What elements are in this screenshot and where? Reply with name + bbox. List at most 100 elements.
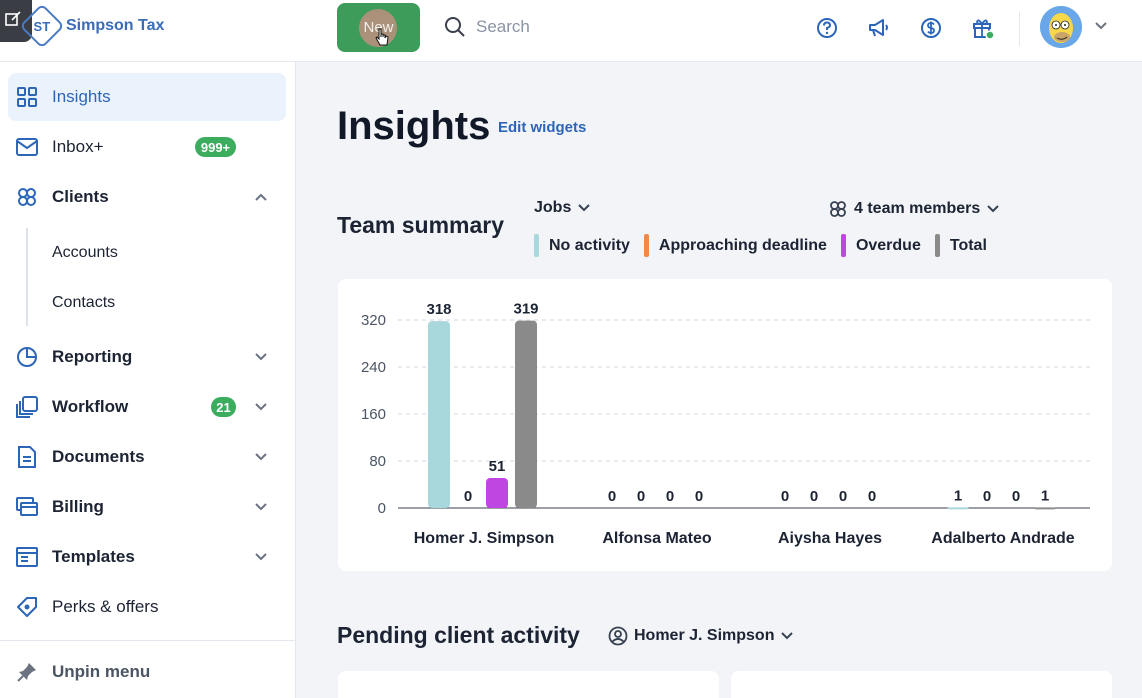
unpin-menu-button[interactable]: Unpin menu [8,648,286,696]
logo[interactable]: ST Simpson Tax [19,3,164,49]
data-label: 0 [1012,488,1020,505]
megaphone-icon[interactable] [867,16,891,40]
top-bar: ST Simpson Tax New [0,0,1142,62]
avatar[interactable] [1040,6,1082,48]
legend-swatch [840,234,846,257]
logo-initials: ST [33,18,51,34]
chevron-down-icon [578,204,591,212]
data-label: 0 [839,488,847,505]
pending-card-right [731,671,1112,698]
sidebar-item-label: Templates [52,547,135,566]
data-label: 0 [868,488,876,505]
bar [428,321,450,508]
mail-icon [16,136,38,158]
chevron-up-icon[interactable] [254,190,268,204]
workflow-count-badge: 21 [211,397,236,417]
search-bar[interactable] [444,16,676,38]
chevron-down-icon [781,632,794,640]
y-tick-label: 320 [361,312,386,329]
legend-label: No activity [549,236,630,254]
grid-icon [16,86,38,108]
data-label: 0 [983,488,991,505]
x-tick-label: Alfonsa Mateo [602,530,712,547]
sidebar-item-label: Inbox+ [52,137,104,156]
data-label: 51 [489,458,506,475]
chevron-down-icon[interactable] [254,450,268,464]
data-label: 318 [426,301,451,318]
templates-icon [16,546,38,568]
data-label: 1 [954,487,962,504]
legend-swatch [934,234,940,257]
legend-swatch [643,234,649,257]
legend-swatch [534,234,539,257]
sidebar-item-documents[interactable]: Documents [8,433,286,481]
sidebar-item-templates[interactable]: Templates [8,533,286,581]
jobs-dropdown-label: Jobs [534,199,572,216]
legend-item-no-activity[interactable]: No activity [534,234,630,257]
unpin-menu-label: Unpin menu [52,662,151,681]
edit-widgets-link[interactable]: Edit widgets [498,119,587,136]
sidebar-item-insights[interactable]: Insights [8,73,286,121]
chevron-down-icon[interactable] [254,350,268,364]
edit-icon[interactable] [0,0,32,42]
pending-activity-title: Pending client activity [337,622,580,648]
sidebar-item-perks[interactable]: Perks & offers [8,583,286,631]
submenu-line [26,228,28,326]
legend-item-overdue[interactable]: Overdue [840,234,921,257]
data-label: 0 [810,488,818,505]
gift-icon[interactable] [971,16,995,40]
legend-item-approaching-deadline[interactable]: Approaching deadline [643,234,827,257]
sidebar-subitem-accounts[interactable]: Accounts [52,244,118,261]
sidebar-subitem-contacts[interactable]: Contacts [52,294,116,311]
pending-card-left [338,671,719,698]
bar [486,478,508,508]
sidebar-item-inbox[interactable]: Inbox+ 999+ [8,123,286,171]
user-filter-label: Homer J. Simpson [634,627,775,644]
sidebar-item-label: Insights [52,87,111,106]
new-button-label: New [363,19,394,36]
chevron-down-icon[interactable] [254,550,268,564]
chevron-down-icon[interactable] [1094,21,1108,31]
y-tick-label: 0 [378,500,386,517]
sidebar-item-label: Billing [52,497,104,516]
jobs-dropdown[interactable]: Jobs [534,199,591,217]
user-filter-dropdown[interactable]: Homer J. Simpson [608,626,794,646]
data-label: 0 [608,488,616,505]
user-circle-icon [608,626,628,646]
workflow-icon [16,396,38,418]
chart-legend: No activity Approaching deadline Overdue… [534,234,987,257]
topbar-divider [1019,12,1020,46]
page-title: Insights [337,104,491,148]
team-members-label: 4 team members [854,200,981,217]
search-input[interactable] [476,17,676,37]
new-button[interactable]: New [337,3,420,52]
chevron-down-icon[interactable] [254,500,268,514]
sidebar: Insights Inbox+ 999+ Clients Accounts Co… [0,62,296,698]
perks-icon [16,596,38,618]
inbox-count-badge: 999+ [195,137,236,157]
bar [515,320,537,508]
legend-item-total[interactable]: Total [934,234,987,257]
y-tick-label: 240 [361,359,386,376]
legend-label: Overdue [855,236,921,254]
team-members-dropdown[interactable]: 4 team members [828,199,1000,219]
logo-mark: ST [19,3,65,49]
dollar-icon[interactable] [919,16,943,40]
data-label: 0 [666,488,674,505]
help-icon[interactable] [815,16,839,40]
data-label: 0 [781,488,789,505]
x-tick-label: Homer J. Simpson [414,530,554,547]
bar [1034,507,1056,510]
billing-icon [16,496,38,518]
team-summary-chart: 0 80 160 240 320 Homer J. Simpson 318 0 51 319 Alf… [361,301,1090,547]
search-icon [445,17,465,37]
sidebar-item-clients[interactable]: Clients [8,173,286,221]
hand-cursor-icon [375,28,389,46]
chevron-down-icon [987,205,1000,213]
data-label: 0 [695,488,703,505]
sidebar-item-workflow[interactable]: Workflow 21 [8,383,286,431]
chevron-down-icon[interactable] [254,400,268,414]
sidebar-item-billing[interactable]: Billing [8,483,286,531]
sidebar-item-reporting[interactable]: Reporting [8,333,286,381]
sidebar-divider [0,640,295,641]
